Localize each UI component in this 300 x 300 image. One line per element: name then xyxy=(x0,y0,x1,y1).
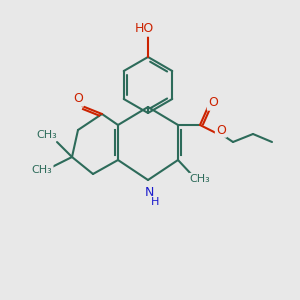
Text: CH₃: CH₃ xyxy=(32,165,52,175)
Text: H: H xyxy=(151,197,159,207)
Text: O: O xyxy=(73,92,83,106)
Text: O: O xyxy=(216,124,226,136)
Text: CH₃: CH₃ xyxy=(190,174,210,184)
Text: HO: HO xyxy=(134,22,154,35)
Text: N: N xyxy=(144,187,154,200)
Text: O: O xyxy=(208,97,218,110)
Text: CH₃: CH₃ xyxy=(37,130,57,140)
